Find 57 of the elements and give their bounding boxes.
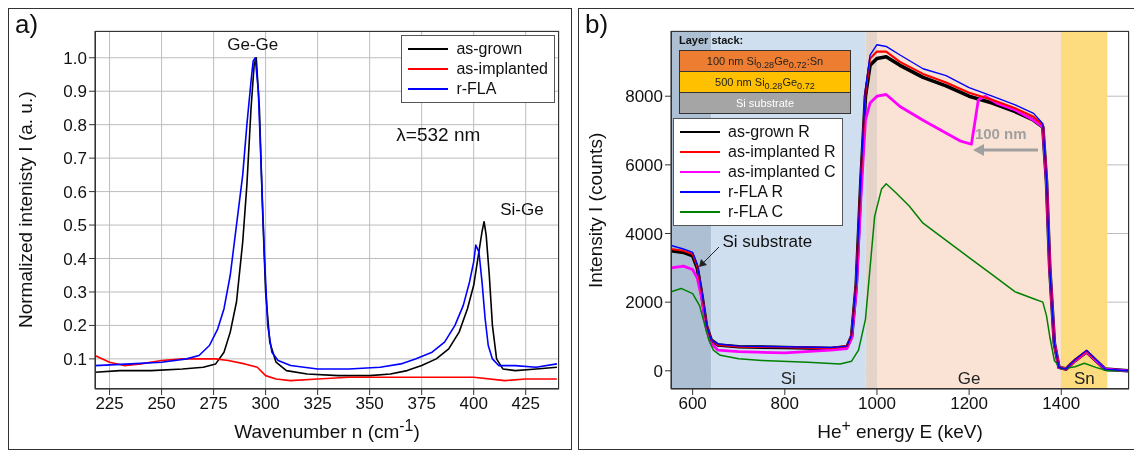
annotation: Si substrate [679,92,851,114]
y-tick-label: 0.5 [63,216,87,236]
y-tick-label: 0.3 [63,283,87,303]
band-label: Sn [1073,369,1095,388]
y-tick-label: 0.8 [63,115,87,135]
annotation: 100 nm Si$_{0.28}$Ge$_{0.72}$:Sn [679,50,851,72]
line-series [671,182,1129,372]
x-tick-label: 275 [199,394,228,414]
x-tick-label: 1400 [1042,394,1081,414]
annotation: Ge-Ge [227,35,279,56]
y-tick-label: 6000 [625,155,663,175]
band-label: Si [780,369,796,388]
annotation: 100 nm [974,124,1027,142]
legend-label: r-FLA R [728,182,784,202]
annotation: Layer stack: [679,34,745,48]
y-tick-label: 0.6 [63,182,87,202]
x-tick-label: 250 [147,394,176,414]
y-tick-label: 0.9 [63,82,87,102]
x-tick-label: 1000 [858,394,896,414]
x-tick-label: 600 [678,394,707,414]
line-series [95,354,558,382]
x-tick-label: 325 [303,394,332,414]
y-tick-label: 1.0 [63,48,87,68]
y-tick-label: 0.2 [63,316,87,336]
y-tick-label: 2000 [625,293,663,313]
x-tick-label: 425 [511,394,540,414]
x-axis-title: Wavenumber n (cm$^{-1}$) [233,417,421,444]
band-label: Ge [957,369,981,388]
annotation: Si-Ge [500,200,544,220]
x-tick-label: 800 [770,394,799,414]
annotation: λ=532 nm [396,123,481,146]
y-tick-label: 0 [653,361,663,381]
chart-title: b) [585,9,609,40]
x-tick-label: 350 [355,394,384,414]
legend-label: as-implanted R [728,142,836,162]
legend-label: as-implanted C [728,162,836,182]
legend-label: r-FLA C [728,202,784,222]
annotation: 500 nm Si$_{0.28}$Ge$_{0.72}$ [679,71,851,93]
y-tick-label: 4000 [625,224,663,244]
y-axis-title: Intensity I (counts) [585,132,606,288]
x-tick-label: 375 [407,394,436,414]
x-tick-label: 300 [251,394,280,414]
legend-label: r-FLA [456,79,497,99]
annotation: Si substrate [722,231,813,252]
legend-label: as-grown [456,39,523,59]
x-tick-label: 400 [459,394,488,414]
x-tick-label: 1200 [950,394,989,414]
y-axis-title: Normalized intenisty I (a. u.) [15,91,36,329]
x-tick-label: 225 [95,394,124,414]
legend-label: as-grown R [728,122,810,142]
y-tick-label: 0.4 [63,249,87,269]
y-tick-label: 0.7 [63,149,87,169]
chart-title: a) [15,9,39,40]
y-tick-label: 0.1 [63,349,87,369]
x-axis-title: He$^{+}$ energy E (keV) [816,417,984,444]
y-tick-label: 8000 [625,87,663,107]
legend-label: as-implanted [456,59,548,79]
